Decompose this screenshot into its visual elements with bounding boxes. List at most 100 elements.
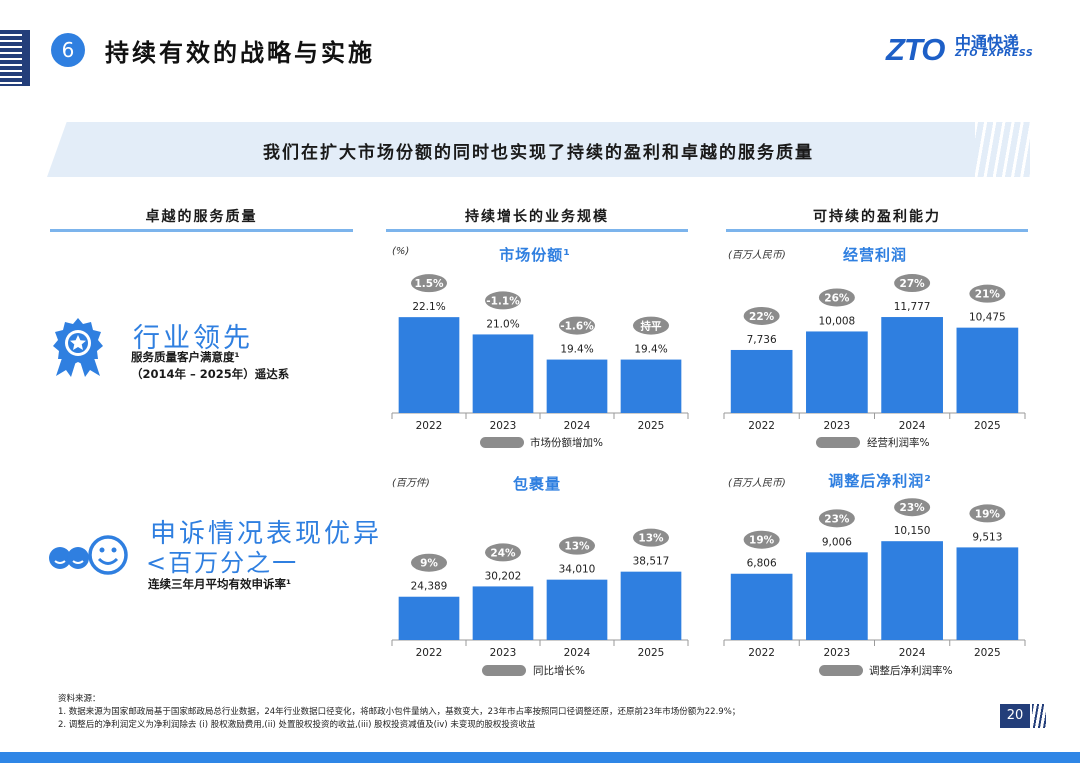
legend-label: 调整后净利润率% xyxy=(869,665,953,677)
growth-badge-label: 27% xyxy=(900,278,926,290)
bar-value-label: 9,006 xyxy=(822,536,852,548)
legend-label: 同比增长% xyxy=(533,665,585,677)
growth-badge-label: 9% xyxy=(420,558,438,570)
bar-value-label: 24,389 xyxy=(411,581,448,593)
bar xyxy=(620,359,682,413)
page-title: 持续有效的战略与实施 xyxy=(105,39,375,67)
chart-unit: (百万人民币) xyxy=(728,250,786,261)
logo-english-name: ZTO EXPRESS xyxy=(955,48,1034,59)
growth-badge xyxy=(969,504,1006,523)
bar-value-label: 19.4% xyxy=(634,344,667,356)
x-tick-label: 2022 xyxy=(748,647,775,659)
legend-swatch xyxy=(482,665,526,676)
column-header-business-scale: 持续增长的业务规模 xyxy=(465,209,609,225)
bar-value-label: 38,517 xyxy=(633,556,670,568)
x-tick-label: 2025 xyxy=(638,647,665,659)
bar xyxy=(620,571,682,640)
bar-value-label: 6,806 xyxy=(747,558,777,570)
growth-badge-label: 26% xyxy=(824,292,850,304)
growth-badge xyxy=(633,316,669,335)
x-tick-label: 2023 xyxy=(824,647,851,659)
summary-banner xyxy=(47,122,1030,177)
highlight-subheadline: <百万分之一 xyxy=(146,549,299,577)
highlight-headline: 行业领先 xyxy=(133,323,253,354)
growth-badge xyxy=(559,536,595,555)
chart-title-market-share: 市场份额¹ xyxy=(499,246,571,264)
highlight-line: 服务质量客户满意度¹ xyxy=(131,350,240,364)
growth-badge-label: 24% xyxy=(490,547,516,559)
legend-swatch xyxy=(819,665,863,676)
x-tick-label: 2022 xyxy=(416,647,443,659)
growth-badge-label: -1.1% xyxy=(486,295,520,307)
header-bar-decoration xyxy=(22,30,30,86)
bar-value-label: 22.1% xyxy=(412,301,445,313)
bar xyxy=(956,547,1019,640)
smile-faces-icon xyxy=(48,533,130,581)
parcel-volume-chart: 24,389 9% 2022 30,202 24% 2023 34,010 13% 2024 38… xyxy=(391,528,689,659)
bar-value-label: 34,010 xyxy=(559,564,596,576)
legend-label: 市场份额增加% xyxy=(530,437,603,449)
growth-badge-label: 23% xyxy=(824,513,850,525)
bar-value-label: 10,008 xyxy=(819,315,856,327)
page-number-stripes xyxy=(1032,704,1046,728)
banner-stripes-decoration xyxy=(975,122,1030,177)
growth-badge-label: 19% xyxy=(975,508,1001,520)
growth-badge-label: -1.6% xyxy=(560,321,594,333)
growth-badge-label: 1.5% xyxy=(414,278,444,290)
growth-badge xyxy=(969,284,1006,303)
chart-unit: (百万件) xyxy=(392,478,430,489)
growth-badge xyxy=(743,306,780,325)
x-tick-label: 2023 xyxy=(490,647,517,659)
legend-swatch xyxy=(480,437,524,448)
x-tick-label: 2023 xyxy=(490,420,517,432)
legend-swatch xyxy=(816,437,860,448)
logo-mark: ZTO xyxy=(886,32,945,67)
bar xyxy=(881,317,943,413)
bar xyxy=(730,349,793,413)
growth-badge xyxy=(894,498,931,517)
growth-badge-label: 21% xyxy=(975,289,1001,301)
footnote-2: 2. 调整后的净利润定义为净利润除去 (i) 股权激励费用,(ii) 处置股权投… xyxy=(58,720,536,730)
bar xyxy=(472,586,534,640)
bar-value-label: 30,202 xyxy=(485,570,522,582)
growth-badge-label: 23% xyxy=(900,502,926,514)
column-header-profitability: 可持续的盈利能力 xyxy=(813,209,941,225)
growth-badge-label: 持平 xyxy=(641,320,662,333)
growth-badge xyxy=(818,288,855,307)
x-tick-label: 2024 xyxy=(564,420,591,432)
x-tick-label: 2022 xyxy=(748,420,775,432)
award-ribbon-icon xyxy=(50,316,106,382)
bar-value-label: 7,736 xyxy=(747,334,777,346)
x-tick-label: 2025 xyxy=(638,420,665,432)
chart-title-parcel-volume: 包裹量 xyxy=(512,475,561,493)
column-divider xyxy=(726,229,1028,232)
bar xyxy=(881,541,943,640)
bar xyxy=(730,573,793,640)
highlight-line: （2014年 – 2025年）遥达系 xyxy=(131,367,290,381)
x-tick-label: 2023 xyxy=(824,420,851,432)
x-tick-label: 2025 xyxy=(974,420,1001,432)
growth-badge-label: 13% xyxy=(564,541,590,553)
chart-title-operating-profit: 经营利润 xyxy=(842,246,907,264)
highlight-headline: 申诉情况表现优异 xyxy=(150,519,383,549)
adjusted-net-profit-chart: 6,806 19% 2022 9,006 23% 2023 10,150 23% 2024 9,5… xyxy=(723,498,1026,659)
growth-badge xyxy=(559,316,595,335)
bottom-band-decoration xyxy=(0,752,1080,763)
bar-value-label: 19.4% xyxy=(560,344,593,356)
market-share-chart: 22.1% 1.5% 2022 21.0% -1.1% 2023 19.4% -1.6% 202… xyxy=(391,274,689,432)
column-divider xyxy=(386,229,688,232)
growth-badge xyxy=(485,291,521,310)
operating-profit-chart: 7,736 22% 2022 10,008 26% 2023 11,777 27% 2024 10… xyxy=(723,274,1026,432)
growth-badge xyxy=(818,509,855,528)
growth-badge xyxy=(894,274,931,293)
header-stripe-decoration xyxy=(0,30,22,86)
growth-badge xyxy=(743,530,780,549)
x-tick-label: 2022 xyxy=(416,420,443,432)
bar xyxy=(806,331,868,413)
footnote-source-title: 资料来源： xyxy=(58,694,101,704)
logo-chinese-name: 中通快递 xyxy=(955,33,1020,52)
bar xyxy=(398,596,460,640)
x-tick-label: 2024 xyxy=(899,420,926,432)
bar-value-label: 10,475 xyxy=(969,312,1006,324)
legend-label: 经营利润率% xyxy=(867,437,930,449)
